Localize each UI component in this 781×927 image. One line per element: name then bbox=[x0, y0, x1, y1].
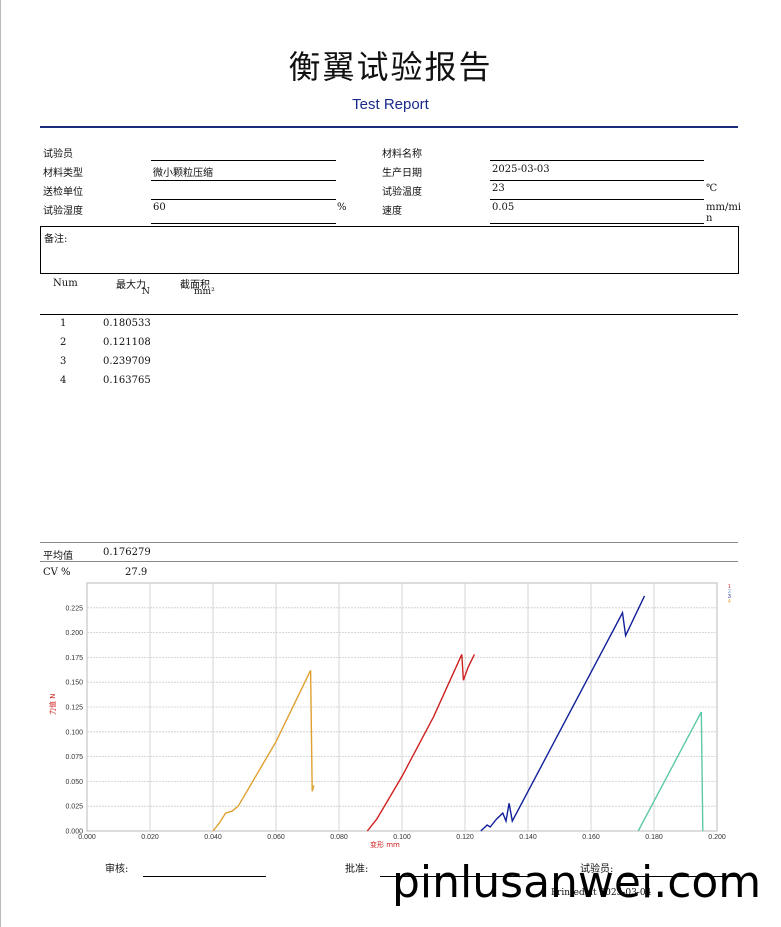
temp-label: 试验温度 bbox=[382, 187, 422, 198]
remarks-box: 备注: bbox=[40, 226, 739, 274]
approve-label: 批准: bbox=[345, 864, 369, 875]
speed-unit-line1: mm/mi bbox=[706, 202, 742, 213]
material-type-underline bbox=[151, 180, 336, 181]
printed-at: Printed at 2025-03-04 bbox=[551, 888, 652, 898]
material-type-value: 微小颗粒压缩 bbox=[153, 168, 213, 179]
sender-label: 送检单位 bbox=[43, 187, 83, 198]
x-tick-label: 0.060 bbox=[267, 834, 285, 841]
y-tick-label: 0.025 bbox=[65, 804, 83, 811]
prod-date-underline bbox=[490, 180, 704, 181]
y-tick-label: 0.075 bbox=[65, 754, 83, 761]
row-4-force: 0.163765 bbox=[103, 375, 151, 386]
row-1-force: 0.180533 bbox=[103, 318, 151, 329]
y-tick-label: 0.175 bbox=[65, 655, 83, 662]
legend-entry-3: 3 bbox=[728, 594, 731, 600]
x-tick-label: 0.200 bbox=[708, 834, 726, 841]
temp-unit: ℃ bbox=[706, 183, 718, 194]
y-tick-label: 0.100 bbox=[65, 729, 83, 736]
tester-label: 试验员 bbox=[43, 149, 73, 160]
col-header-force-unit: N bbox=[142, 287, 150, 297]
x-tick-label: 0.000 bbox=[78, 834, 96, 841]
y-tick-label: 0.125 bbox=[65, 705, 83, 712]
humidity-label: 试验湿度 bbox=[43, 206, 83, 217]
y-tick-label: 0.150 bbox=[65, 680, 83, 687]
legend-entry-2: 2 bbox=[728, 589, 731, 595]
y-tick-label: 0.200 bbox=[65, 630, 83, 637]
review-underline bbox=[143, 876, 266, 877]
page-subtitle: Test Report bbox=[352, 96, 429, 113]
footer-tester-underline bbox=[620, 876, 738, 877]
avg-label: 平均值 bbox=[43, 551, 73, 562]
legend-entry-1: 1 bbox=[728, 584, 731, 590]
avg-top-line bbox=[40, 542, 738, 543]
footer-tester-label: 试验员: bbox=[580, 864, 614, 875]
avg-bottom-line bbox=[40, 561, 738, 562]
col-header-force: 最大力 bbox=[116, 280, 146, 291]
prod-date-value: 2025-03-03 bbox=[492, 164, 550, 175]
col-header-area-unit: mm² bbox=[194, 287, 215, 297]
cv-label: CV % bbox=[43, 567, 71, 578]
x-tick-label: 0.120 bbox=[456, 834, 474, 841]
y-tick-label: 0.000 bbox=[65, 829, 83, 836]
col-header-area: 截面积 bbox=[180, 280, 210, 291]
col-header-num: Num bbox=[53, 278, 78, 289]
legend-entry-4: 4 bbox=[728, 599, 731, 605]
series-line-4 bbox=[212, 669, 315, 832]
humidity-value: 60 bbox=[153, 202, 166, 213]
watermark: pinlusanwei.com bbox=[392, 857, 762, 908]
left-edge-line bbox=[0, 0, 1, 927]
approve-underline bbox=[380, 876, 530, 877]
row-3-num: 3 bbox=[60, 356, 67, 367]
row-2-force: 0.121108 bbox=[103, 337, 151, 348]
speed-underline bbox=[490, 223, 704, 224]
x-tick-label: 0.020 bbox=[141, 834, 159, 841]
humidity-unit: % bbox=[337, 202, 347, 213]
x-tick-label: 0.140 bbox=[519, 834, 537, 841]
series-line-5 bbox=[637, 711, 704, 832]
series-line-3 bbox=[480, 595, 646, 832]
remarks-label: 备注: bbox=[44, 234, 68, 245]
cv-value: 27.9 bbox=[125, 567, 148, 578]
material-type-label: 材料类型 bbox=[43, 168, 83, 179]
temp-value: 23 bbox=[492, 183, 505, 194]
tester-underline bbox=[151, 160, 336, 161]
prod-date-label: 生产日期 bbox=[382, 168, 422, 179]
speed-value: 0.05 bbox=[492, 202, 515, 213]
x-tick-label: 0.100 bbox=[393, 834, 411, 841]
row-2-num: 2 bbox=[60, 337, 67, 348]
force-deformation-chart: 0.000 0.020 0.040 0.060 0.080 0.100 0.120 0.140… bbox=[48, 582, 731, 849]
y-axis-label: 力值 N bbox=[48, 694, 57, 715]
x-tick-label: 0.080 bbox=[330, 834, 348, 841]
review-label: 审核: bbox=[105, 864, 129, 875]
series-line-1 bbox=[366, 654, 476, 832]
temp-underline bbox=[490, 199, 704, 200]
row-1-num: 1 bbox=[60, 318, 67, 329]
page-title: 衡翼试验报告 bbox=[288, 48, 493, 86]
avg-value: 0.176279 bbox=[103, 547, 151, 558]
row-4-num: 4 bbox=[60, 375, 67, 386]
x-tick-label: 0.040 bbox=[204, 834, 222, 841]
material-name-label: 材料名称 bbox=[382, 149, 422, 160]
x-tick-label: 0.180 bbox=[645, 834, 663, 841]
title-divider bbox=[40, 126, 738, 128]
y-tick-label: 0.050 bbox=[65, 779, 83, 786]
x-tick-label: 0.160 bbox=[582, 834, 600, 841]
speed-label: 速度 bbox=[382, 206, 402, 217]
humidity-underline bbox=[151, 223, 336, 224]
table-header-line bbox=[40, 314, 738, 315]
sender-underline bbox=[151, 199, 336, 200]
x-axis-label: 变形 mm bbox=[370, 840, 400, 849]
material-name-underline bbox=[490, 160, 704, 161]
row-3-force: 0.239709 bbox=[103, 356, 151, 367]
y-tick-label: 0.225 bbox=[65, 605, 83, 612]
speed-unit-line2: n bbox=[706, 213, 713, 224]
